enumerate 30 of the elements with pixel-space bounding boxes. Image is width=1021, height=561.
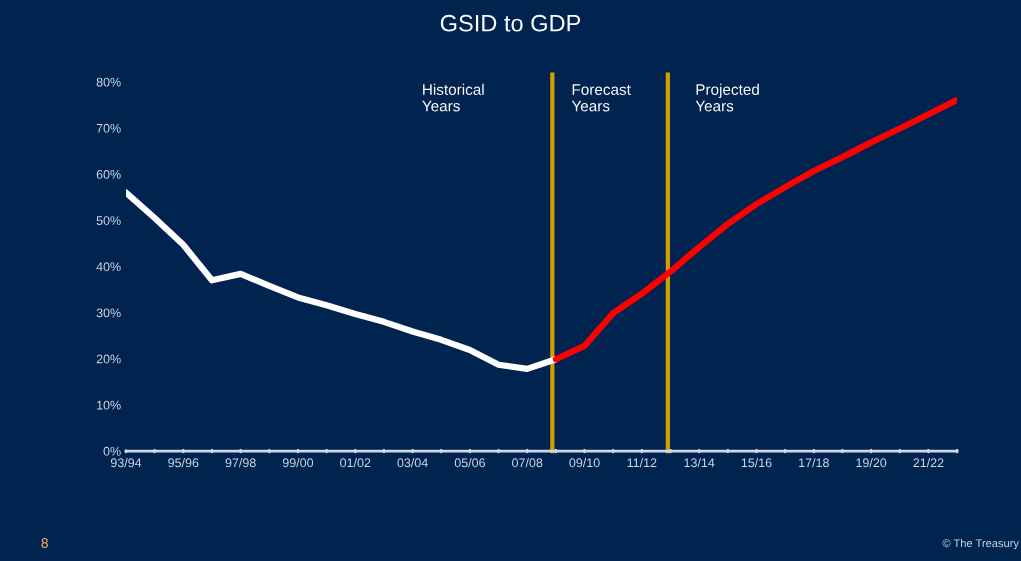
y-tick-label: 50% [96,216,121,225]
x-tick-label: 11/12 [627,457,657,468]
y-tick-label: 40% [96,262,121,272]
x-tick-label: 19/20 [856,457,887,468]
y-tick-label: 20% [96,354,121,364]
x-tick-label: 13/14 [684,457,715,468]
x-tick-label: 17/18 [799,457,829,468]
text: © The Treasury [942,538,1019,550]
y-tick-label: 10% [97,400,121,410]
text: 8 [41,538,48,548]
x-tick-label: 07/08 [512,457,543,468]
chart-title: GSID to GDP [440,14,581,32]
x-tick-label: 99/00 [282,457,314,468]
x-tick-label: 05/06 [454,457,485,468]
y-tick-label: 0% [103,446,121,456]
y-tick-label: 30% [96,308,121,318]
annotation: Projected Years [695,83,759,112]
annotation: Historical Years [422,83,484,112]
y-tick-label: 60% [96,169,121,179]
x-tick-label: 15/16 [741,457,772,468]
x-tick-label: 09/10 [569,457,600,468]
x-tick-label: 03/04 [397,457,428,468]
x-tick-label: 95/96 [168,457,199,468]
y-tick-label: 80% [96,77,121,87]
x-tick-label: 93/94 [110,457,142,468]
x-tick-label: 01/02 [340,457,371,468]
x-tick-label: 21/22 [913,457,944,468]
x-tick-label: 97/98 [225,457,256,468]
annotation: Forecast Years [571,84,631,112]
y-tick-label: 70% [96,123,121,133]
